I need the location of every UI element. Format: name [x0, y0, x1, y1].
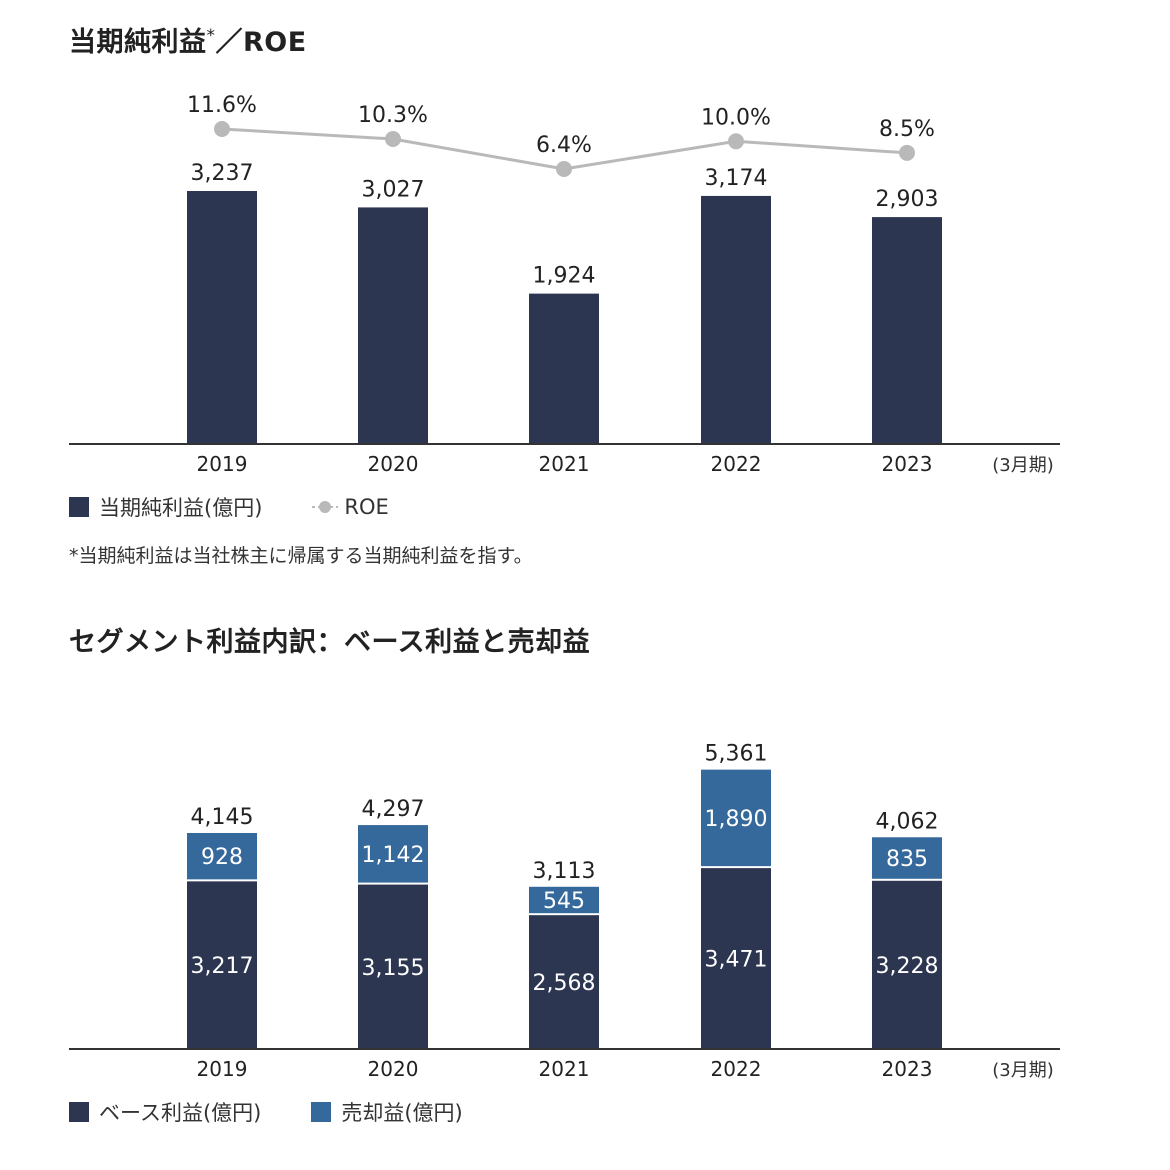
sale-gain-label-2023: 835 [886, 847, 928, 872]
chart1-x-tick-2021: 2021 [539, 452, 590, 476]
legend-item-sale-gain: 売却益(億円) [311, 1097, 463, 1127]
sale-gain-label-2022: 1,890 [705, 807, 768, 832]
roe-label-2022: 10.0% [701, 105, 771, 130]
sale-gain-label-2020: 1,142 [362, 843, 425, 868]
net-income-label-2023: 2,903 [876, 187, 939, 212]
legend-swatch-base-profit [69, 1102, 89, 1122]
base-profit-label-2019: 3,217 [191, 954, 254, 979]
base-profit-label-2020: 3,155 [362, 956, 425, 981]
legend-label-base-profit: ベース利益(億円) [99, 1101, 262, 1125]
total-label-2021: 3,113 [533, 859, 596, 884]
chart2-legend: ベース利益(億円) 売却益(億円) [69, 1097, 513, 1127]
base-profit-label-2022: 3,471 [705, 948, 768, 973]
base-profit-bar-2022 [701, 868, 771, 1049]
base-profit-bar-2019 [187, 881, 257, 1049]
sale-gain-label-2021: 545 [543, 889, 585, 914]
roe-point-2021 [556, 160, 572, 177]
legend-item-roe: ROE [312, 495, 389, 519]
sale-gain-bar-2021 [529, 886, 599, 914]
net-income-bar-2023 [872, 217, 942, 444]
chart1-x-tick-2019: 2019 [197, 452, 248, 476]
net-income-bar-2020 [358, 207, 428, 444]
chart1-x-tick-2023: 2023 [882, 452, 933, 476]
chart1-footnote: *当期純利益は当社株主に帰属する当期純利益を指す。 [69, 545, 533, 567]
net-income-label-2021: 1,924 [533, 264, 596, 289]
total-label-2022: 5,361 [705, 742, 768, 767]
chart2-x-tick-2020: 2020 [368, 1057, 419, 1081]
net-income-label-2022: 3,174 [705, 166, 768, 191]
total-label-2019: 4,145 [191, 805, 254, 830]
legend-swatch-sale-gain [311, 1102, 332, 1122]
legend-item-base-profit: ベース利益(億円) [69, 1097, 261, 1127]
roe-label-2019: 11.6% [187, 93, 257, 118]
chart1-x-tick-2022: 2022 [711, 452, 762, 476]
chart1-legend: 当期純利益(億円) ROE [69, 492, 439, 522]
net-income-bar-2022 [701, 195, 771, 444]
base-profit-bar-2023 [872, 880, 942, 1049]
chart2-x-tick-2023: 2023 [882, 1057, 933, 1081]
legend-label-sale-gain: 売却益(億円) [341, 1101, 463, 1125]
roe-point-2022 [728, 133, 744, 150]
base-profit-bar-2021 [529, 915, 599, 1049]
total-label-2023: 4,062 [876, 809, 939, 834]
net-income-bar-2021 [529, 293, 599, 444]
sale-gain-bar-2019 [187, 833, 257, 880]
base-profit-label-2021: 2,568 [533, 971, 596, 996]
base-profit-label-2023: 3,228 [876, 954, 939, 979]
chart2-title: セグメント利益内訳：ベース利益と売却益 [69, 627, 591, 658]
total-label-2020: 4,297 [362, 797, 425, 822]
sale-gain-bar-2022 [701, 769, 771, 867]
legend-swatch-net-income [69, 497, 89, 517]
net-income-label-2019: 3,237 [191, 161, 254, 186]
chart1-x-tick-2020: 2020 [368, 452, 419, 476]
chart1-title: 当期純利益*／ROE [69, 20, 307, 59]
base-profit-bar-2020 [358, 884, 428, 1049]
chart2-x-tick-2021: 2021 [539, 1057, 590, 1081]
net-income-label-2020: 3,027 [362, 177, 425, 202]
roe-point-2023 [899, 144, 915, 161]
chart2-x-unit: (3月期) [992, 1060, 1054, 1081]
sale-gain-label-2019: 928 [201, 845, 243, 870]
sale-gain-bar-2023 [872, 837, 942, 879]
chart1-title-mark: * [206, 26, 216, 46]
legend-roe-marker-icon [312, 501, 339, 513]
legend-item-net-income: 当期純利益(億円) [69, 492, 262, 522]
chart2-x-tick-2022: 2022 [711, 1057, 762, 1081]
roe-label-2021: 6.4% [536, 133, 592, 158]
chart1-title-text: 当期純利益 [69, 27, 207, 58]
roe-point-2020 [385, 130, 401, 147]
chart1-title-suffix: ／ROE [215, 27, 307, 58]
legend-label-roe: ROE [344, 495, 389, 519]
roe-label-2020: 10.3% [358, 103, 428, 128]
roe-point-2019 [214, 121, 230, 137]
chart1-x-unit: (3月期) [992, 455, 1054, 476]
chart2-x-tick-2019: 2019 [197, 1057, 248, 1081]
net-income-bar-2019 [187, 191, 257, 444]
sale-gain-bar-2020 [358, 825, 428, 883]
legend-label-net-income: 当期純利益(億円) [99, 496, 263, 520]
roe-label-2023: 8.5% [879, 117, 935, 142]
